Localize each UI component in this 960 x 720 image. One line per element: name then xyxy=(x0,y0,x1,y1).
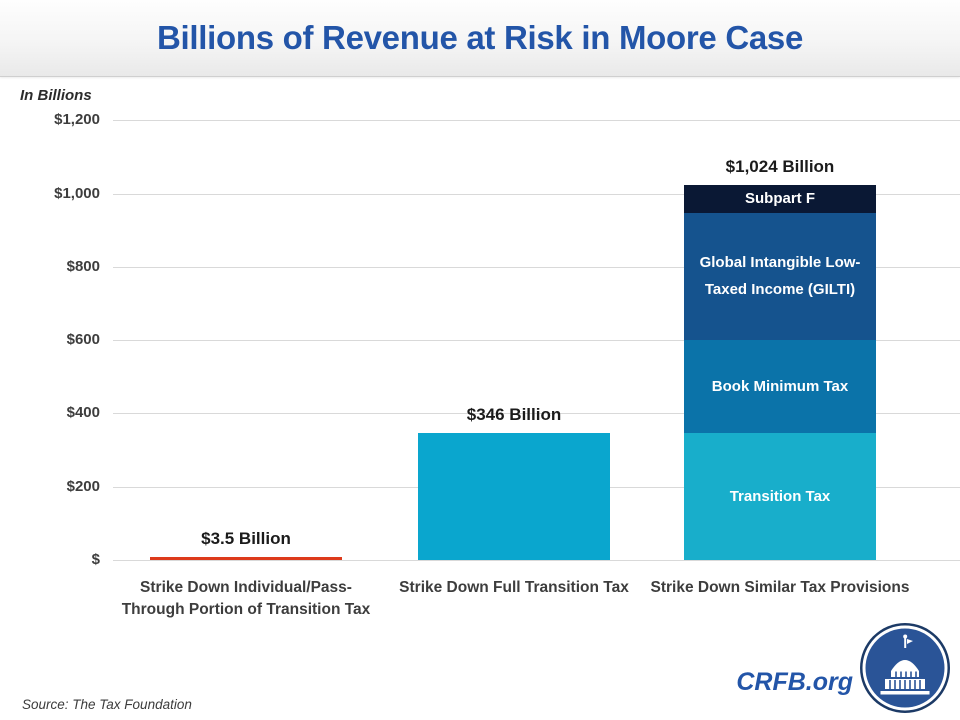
chart-title: Billions of Revenue at Risk in Moore Cas… xyxy=(156,19,804,56)
gridline xyxy=(113,560,960,561)
bar-segment-label: Global Intangible Low-Taxed Income (GILT… xyxy=(699,254,861,299)
chart-header: Billions of Revenue at Risk in Moore Cas… xyxy=(0,0,960,77)
gridline xyxy=(113,267,960,268)
bar-segment xyxy=(418,433,610,560)
bar-value-label: $346 Billion xyxy=(466,405,562,425)
gridline xyxy=(113,194,960,195)
gridline xyxy=(113,120,960,121)
bar-segment xyxy=(150,557,342,560)
bar-segment-label: Transition Tax xyxy=(729,488,831,506)
y-axis-tick-label: $800 xyxy=(66,258,100,275)
y-axis-tick-label: $200 xyxy=(66,478,100,495)
gridline xyxy=(113,340,960,341)
source-note: Source: The Tax Foundation xyxy=(22,697,192,712)
bar-segment: Book Minimum Tax xyxy=(684,339,876,434)
bar-segment: Transition Tax xyxy=(684,433,876,560)
y-axis-tick-label: $600 xyxy=(66,331,100,348)
brand-text: CRFB.org xyxy=(736,668,853,696)
bar-value-label: $3.5 Billion xyxy=(201,529,291,548)
bar-segment-label: Subpart F xyxy=(745,190,815,208)
y-axis-tick-label: $1,000 xyxy=(54,185,100,202)
bar-segment: Global Intangible Low-Taxed Income (GILT… xyxy=(684,212,876,340)
gridline xyxy=(113,413,960,414)
x-axis-category-label: Strike Down Full Transition Tax xyxy=(399,579,629,596)
capitol-building-icon xyxy=(860,623,950,713)
bar-segment: Subpart F xyxy=(684,184,876,213)
x-axis-category-label: Strike Down Similar Tax Provisions xyxy=(650,579,910,596)
x-axis-category-label: Strike Down Individual/Pass-Through Port… xyxy=(121,579,371,618)
y-axis-tick-label: $1,200 xyxy=(54,111,100,128)
y-axis-units-label: In Billions xyxy=(20,87,92,104)
y-axis-tick-label: $ xyxy=(91,551,100,568)
bar-segment-label: Book Minimum Tax xyxy=(711,377,849,395)
y-axis-tick-label: $400 xyxy=(66,404,100,421)
bar-value-label: $1,024 Billion xyxy=(725,156,835,176)
